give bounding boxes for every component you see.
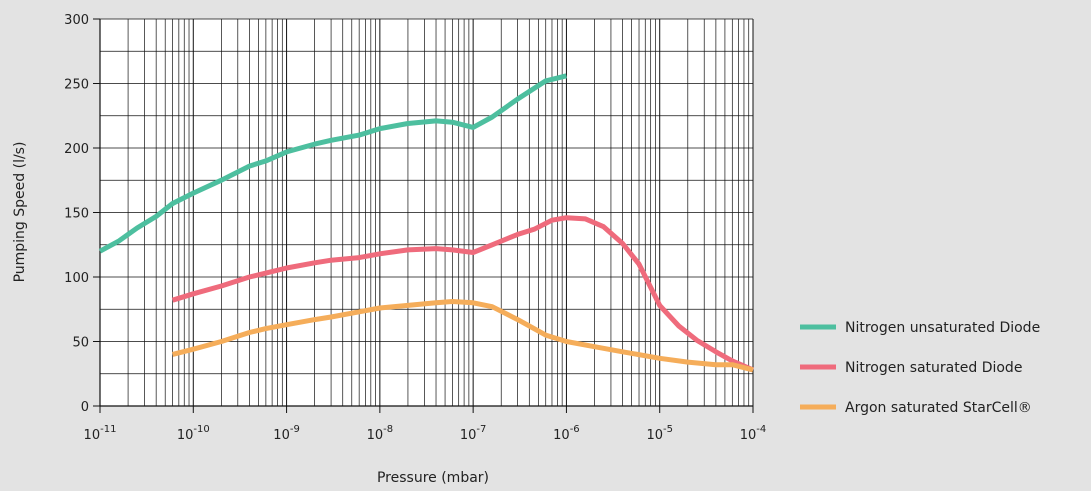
x-tick-label: 10-6 [553,424,580,443]
grid-lines [99,18,754,407]
x-tick-label: 10-10 [177,424,210,443]
series-line-nitrogen-unsaturated-diode [98,73,567,254]
x-tick-label: 10-11 [84,424,117,443]
legend-label-nitrogen-unsaturated-diode: Nitrogen unsaturated Diode [845,320,1040,336]
y-tick-label: 300 [64,13,89,28]
series-line-nitrogen-saturated-diode [171,215,754,373]
data-series [98,73,754,373]
y-tick-label: 250 [64,78,89,93]
axes [93,18,754,413]
y-axis-title: Pumping Speed (l/s) [12,142,28,283]
x-tick-labels: 10-11 10-10 10-9 10-8 10-7 10-6 10-5 10-4 [84,424,767,443]
x-tick-label: 10-8 [367,424,394,443]
y-tick-label: 200 [64,142,89,157]
x-tick-label: 10-5 [646,424,673,443]
y-tick-labels: 0 50 100 150 200 250 300 [64,13,89,415]
x-tick-label: 10-9 [273,424,300,443]
y-tick-label: 150 [64,207,89,222]
x-axis-title: Pressure (mbar) [377,470,489,486]
y-tick-label: 0 [81,400,89,415]
legend-label-argon-saturated-starcell: Argon saturated StarCell® [845,400,1032,416]
y-tick-label: 50 [72,336,89,351]
legend: Nitrogen unsaturated Diode Nitrogen satu… [800,320,1040,416]
x-tick-label: 10-4 [740,424,767,443]
y-tick-label: 100 [64,271,89,286]
x-tick-label: 10-7 [460,424,487,443]
series-line-argon-saturated-starcell [171,299,754,373]
legend-label-nitrogen-saturated-diode: Nitrogen saturated Diode [845,360,1022,376]
